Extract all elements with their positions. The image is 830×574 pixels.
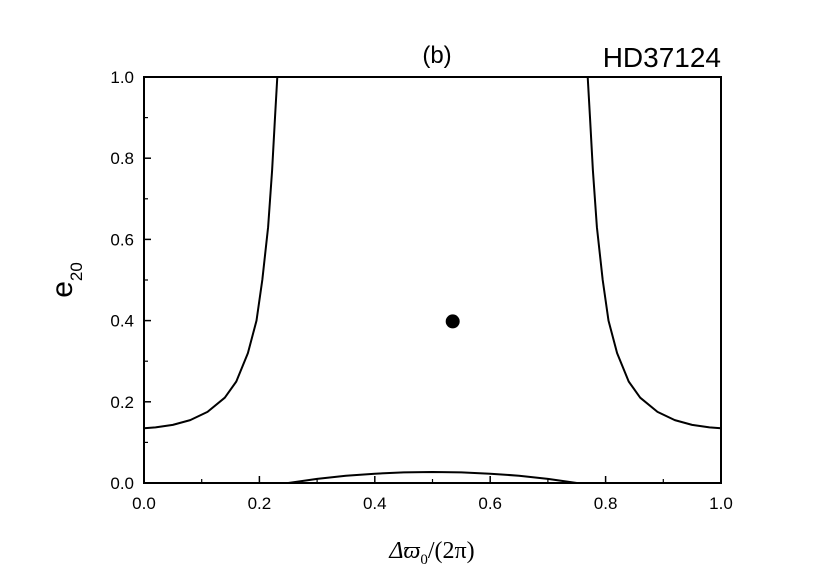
x-axis-label: Δϖ0/(2π) (388, 538, 474, 568)
x-tick-label: 0.8 (594, 494, 618, 513)
points (445, 314, 460, 329)
y-tick-label: 0.4 (110, 312, 134, 331)
curve-3 (288, 471, 577, 484)
panel-label: (b) (422, 42, 451, 69)
svg-text:e20: e20 (46, 262, 86, 298)
x-axis-label-subscript: 0 (420, 552, 428, 568)
plot-frame (143, 76, 722, 484)
y-tick-label: 1.0 (110, 68, 134, 87)
y-tick-label: 0.8 (110, 149, 134, 168)
curve-2 (586, 76, 722, 430)
y-tick-label: 0.2 (110, 393, 134, 412)
curve-1 (143, 76, 279, 430)
plot-area: 0.0 0.2 0.4 0.6 0.8 1.0 0.0 0.2 0.4 0.6 0.8 1.0 (110, 68, 732, 513)
y-axis-label: e20 (46, 262, 86, 298)
y-ticks: 0.0 0.2 0.4 0.6 0.8 1.0 (110, 68, 151, 493)
y-axis-label-subscript: 20 (67, 262, 86, 281)
x-tick-label: 1.0 (709, 494, 733, 513)
chart-title: HD37124 (603, 42, 721, 73)
x-tick-label: 0.2 (248, 494, 272, 513)
x-tick-label: 0.4 (363, 494, 387, 513)
y-tick-label: 0.0 (110, 474, 134, 493)
curves (143, 76, 722, 484)
x-ticks: 0.0 0.2 0.4 0.6 0.8 1.0 (132, 476, 733, 513)
y-axis-label-base: e (46, 281, 79, 298)
y-tick-label: 0.6 (110, 230, 134, 249)
x-tick-label: 0.0 (132, 494, 156, 513)
x-tick-label: 0.6 (478, 494, 502, 513)
x-axis-label-prefix: Δϖ (388, 538, 420, 564)
data-point (445, 314, 460, 329)
x-axis-label-suffix: /(2π) (428, 538, 475, 564)
